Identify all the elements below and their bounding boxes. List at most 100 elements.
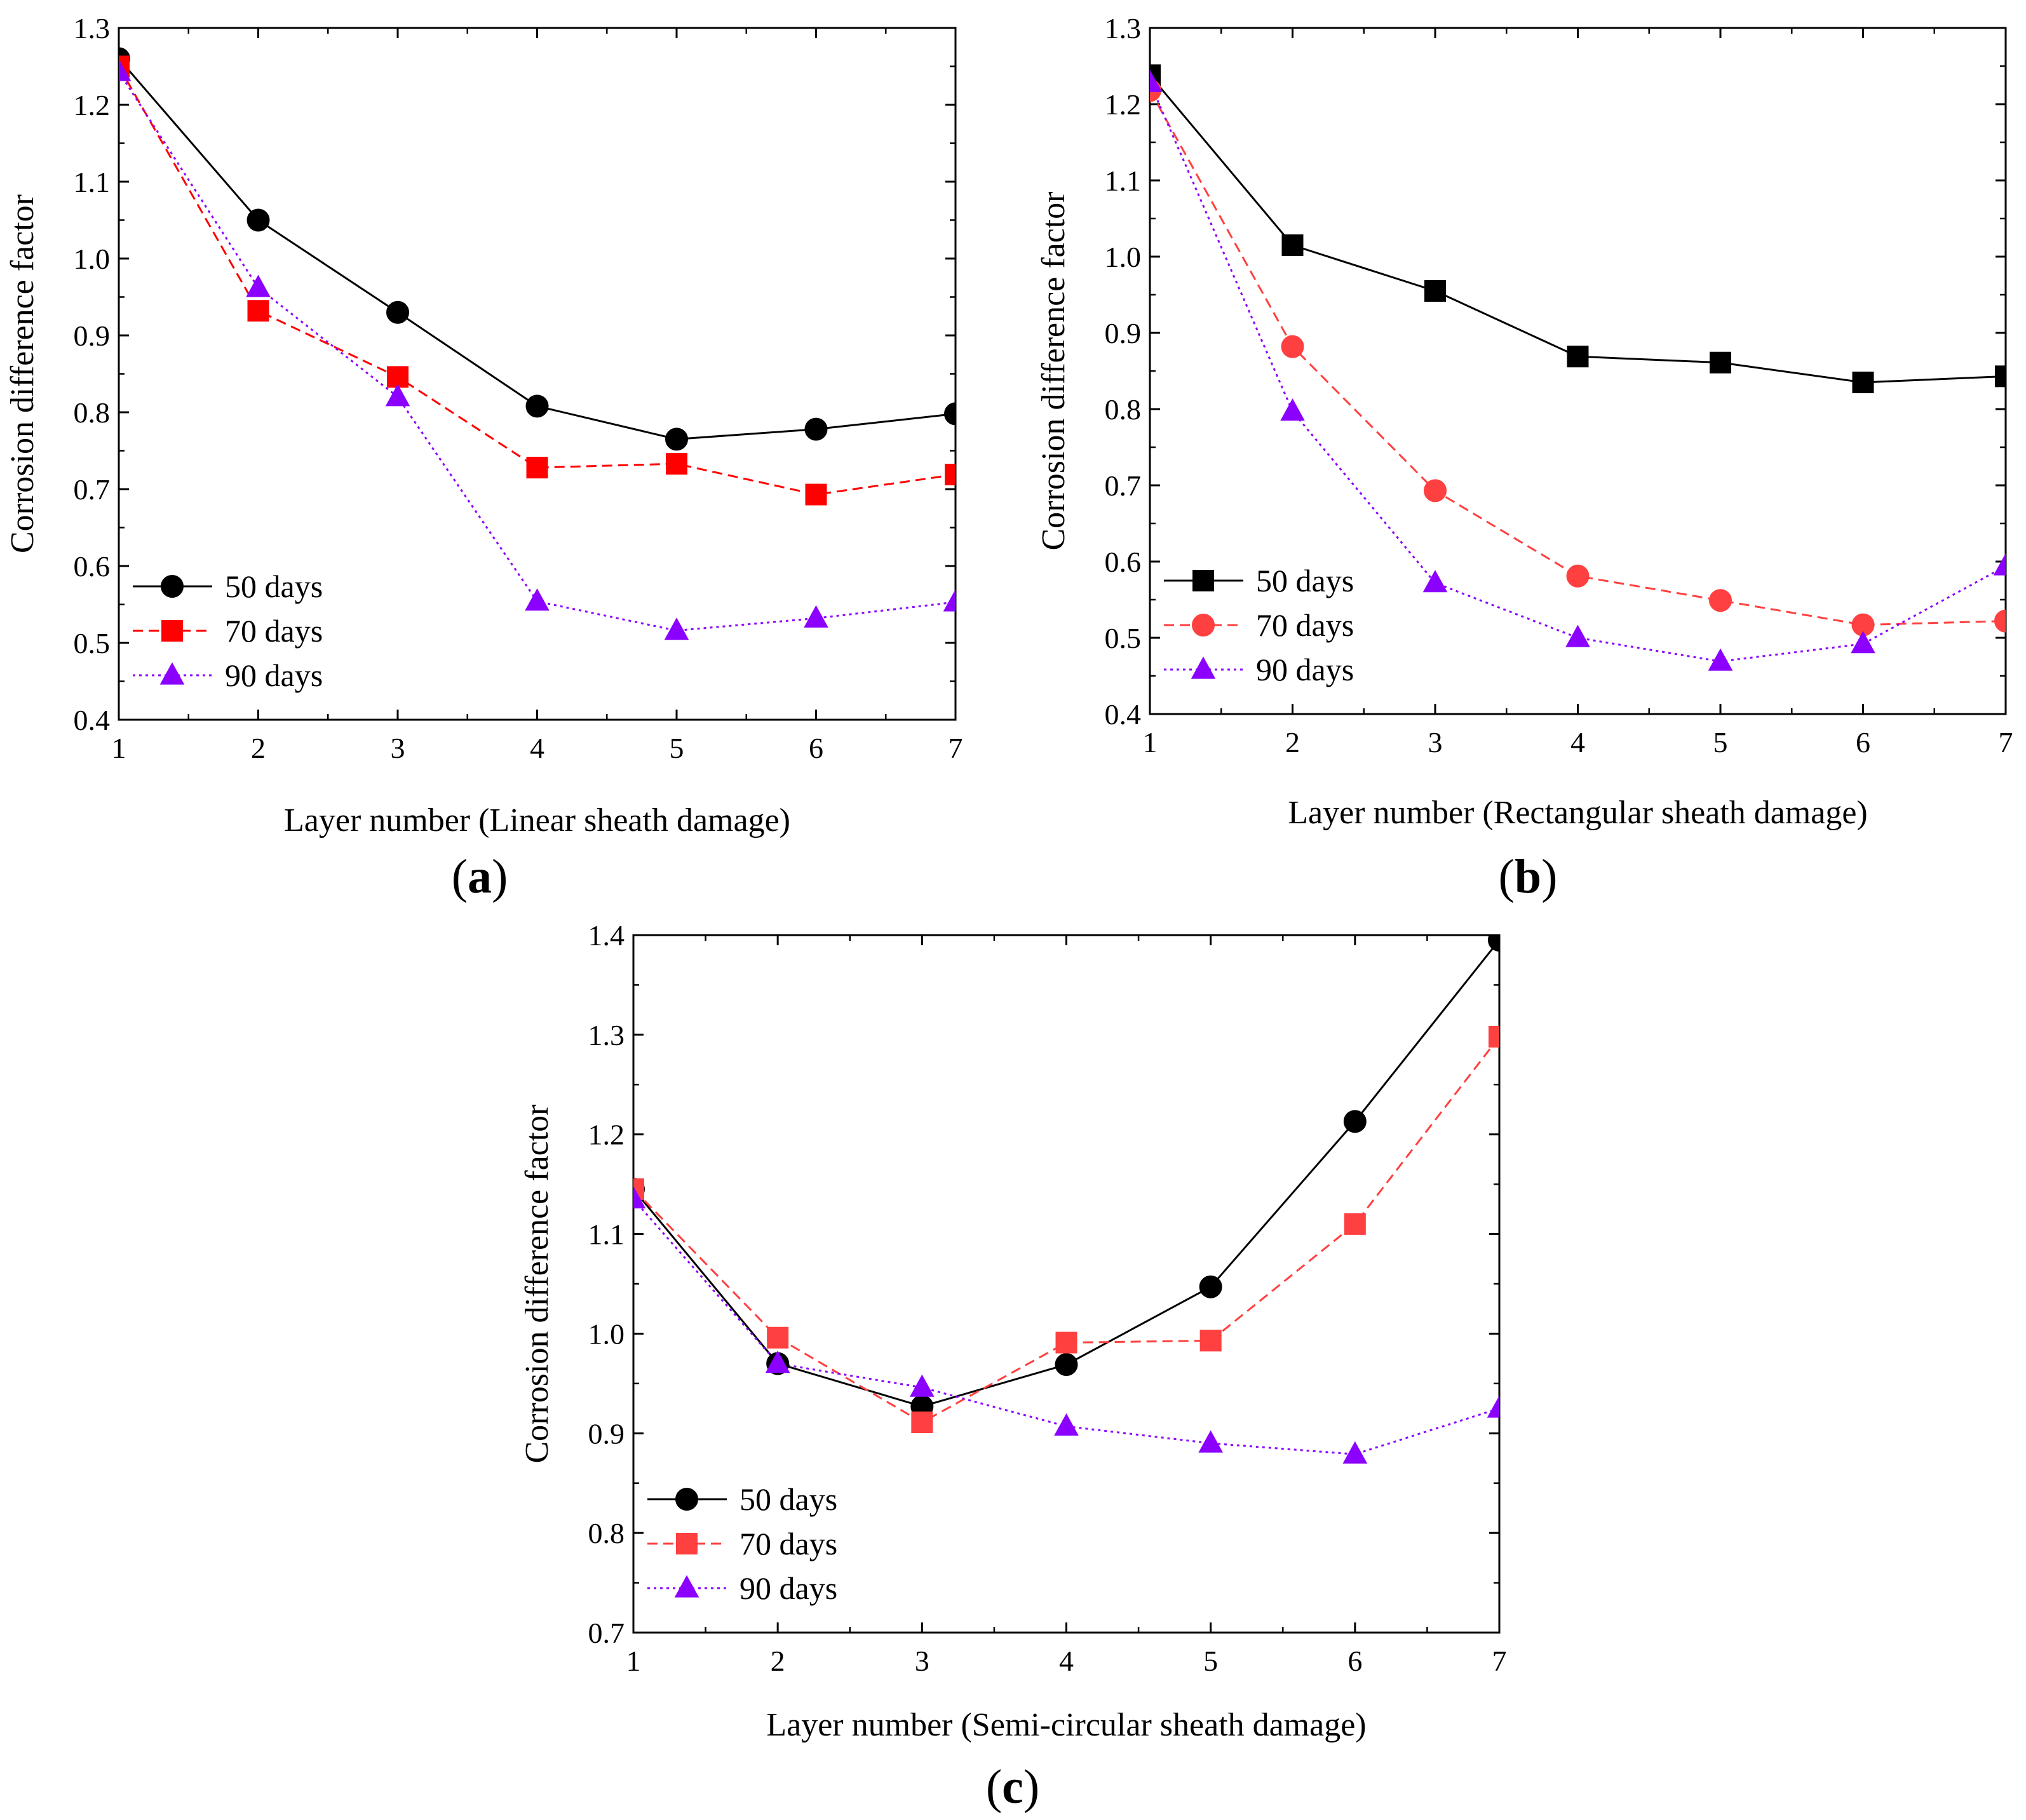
y-tick-label: 0.7	[588, 1617, 625, 1649]
panel-label-a: (a)	[452, 850, 508, 903]
y-tick-label: 1.0	[1105, 241, 1142, 273]
data-point-s2	[1344, 1213, 1366, 1235]
panel-label-c: (c)	[986, 1760, 1039, 1814]
legend-marker	[1192, 570, 1214, 591]
x-tick-label: 4	[530, 732, 544, 764]
y-axis-label: Corrosion difference factor	[519, 1104, 555, 1463]
data-point-s2	[666, 453, 687, 475]
data-point-s2	[1489, 1025, 1499, 1048]
y-tick-label: 0.4	[1105, 698, 1142, 731]
y-tick-label: 1.2	[74, 89, 111, 121]
x-tick-label: 4	[1570, 726, 1585, 758]
data-point-s2	[767, 1326, 789, 1349]
legend-label: 50 days	[225, 569, 323, 604]
panel-label-b: (b)	[1499, 850, 1558, 903]
chart-panel-b: 1 2 3 4 5 6 7 0.4 0.5 0.6 0.7 0.8 0.9 1.0 1.1 1.2 1.3 Lay…	[1036, 12, 2013, 831]
legend-marker	[1192, 614, 1215, 637]
data-point-s1	[525, 394, 549, 418]
y-axis-label: Corrosion difference factor	[1036, 191, 1072, 550]
legend-label: 90 days	[739, 1570, 837, 1606]
data-point-s3	[1198, 1430, 1223, 1453]
data-point-s3	[804, 605, 828, 628]
data-point-s1	[1199, 1275, 1222, 1298]
data-point-s1	[944, 402, 956, 426]
y-tick-label: 1.3	[588, 1019, 625, 1051]
data-point-s1	[804, 417, 828, 441]
x-tick-label: 3	[391, 732, 405, 764]
data-point-s1	[1567, 346, 1589, 368]
data-point-s3	[1280, 398, 1305, 421]
legend-label: 90 days	[225, 657, 323, 693]
data-point-s3	[385, 384, 410, 407]
x-tick-label: 6	[1347, 1645, 1362, 1677]
x-tick-label: 7	[1999, 726, 2013, 758]
legend-label: 70 days	[1256, 607, 1354, 643]
x-tick-label: 2	[771, 1645, 785, 1677]
x-tick-label: 1	[1143, 726, 1158, 758]
legend-label: 50 days	[1256, 563, 1354, 598]
data-point-s2	[1199, 1330, 1222, 1352]
data-point-s2	[945, 464, 956, 486]
data-point-s3	[1708, 648, 1733, 671]
data-point-s1	[1055, 1353, 1078, 1377]
y-tick-label: 0.9	[1105, 317, 1142, 349]
data-point-s3	[1851, 631, 1875, 654]
data-point-s2	[1566, 564, 1590, 588]
data-point-s3	[765, 1351, 790, 1373]
data-point-s2	[526, 457, 548, 479]
data-point-s1	[1995, 365, 2006, 388]
y-tick-label: 1.1	[1105, 165, 1142, 197]
data-point-s1	[1281, 234, 1304, 256]
legend-label: 70 days	[225, 613, 323, 649]
data-point-s3	[246, 274, 271, 297]
y-tick-label: 1.0	[74, 243, 111, 275]
legend-marker	[676, 1533, 698, 1554]
data-point-s3	[633, 1186, 646, 1209]
y-tick-label: 0.7	[74, 473, 111, 506]
y-tick-label: 0.8	[74, 396, 111, 429]
x-tick-label: 7	[949, 732, 963, 764]
x-tick-label: 5	[1203, 1645, 1218, 1677]
data-point-s3	[1342, 1441, 1368, 1464]
x-tick-label: 2	[251, 732, 266, 764]
y-tick-label: 1.3	[1105, 12, 1142, 44]
legend-label: 90 days	[1256, 652, 1354, 687]
data-point-s1	[1488, 935, 1499, 952]
y-tick-label: 0.7	[1105, 469, 1142, 502]
legend-marker	[674, 1575, 699, 1598]
x-axis-label: Layer number (Semi-circular sheath damag…	[766, 1707, 1366, 1743]
data-point-s1	[1343, 1110, 1367, 1133]
y-tick-label: 0.8	[1105, 393, 1142, 426]
legend-marker	[159, 662, 185, 685]
y-tick-label: 1.2	[1105, 88, 1142, 121]
plot-area	[633, 935, 1499, 1464]
x-tick-label: 4	[1059, 1645, 1074, 1677]
data-point-s2	[805, 483, 827, 506]
x-tick-label: 6	[1856, 726, 1870, 758]
x-tick-label: 3	[1428, 726, 1443, 758]
y-tick-label: 1.3	[74, 12, 111, 44]
y-tick-label: 1.1	[74, 166, 111, 198]
y-tick-label: 0.9	[74, 320, 111, 352]
data-point-s2	[1424, 479, 1447, 502]
data-point-s2	[247, 300, 269, 322]
data-point-s3	[525, 588, 550, 611]
data-point-s1	[1710, 351, 1731, 374]
x-tick-label: 5	[1713, 726, 1728, 758]
data-point-s2	[1994, 609, 2006, 633]
legend-marker	[161, 620, 183, 642]
data-point-s1	[386, 300, 409, 324]
data-point-s3	[1054, 1413, 1079, 1436]
data-point-s2	[387, 366, 409, 388]
x-tick-label: 1	[626, 1645, 641, 1677]
x-axis-label: Layer number (Linear sheath damage)	[284, 802, 790, 839]
data-point-s3	[1565, 624, 1590, 647]
legend-marker	[1191, 656, 1216, 679]
data-point-s1	[246, 208, 270, 232]
x-tick-label: 5	[670, 732, 684, 764]
y-tick-label: 1.0	[588, 1318, 625, 1350]
x-tick-label: 1	[112, 732, 126, 764]
data-point-s3	[1487, 1395, 1499, 1418]
